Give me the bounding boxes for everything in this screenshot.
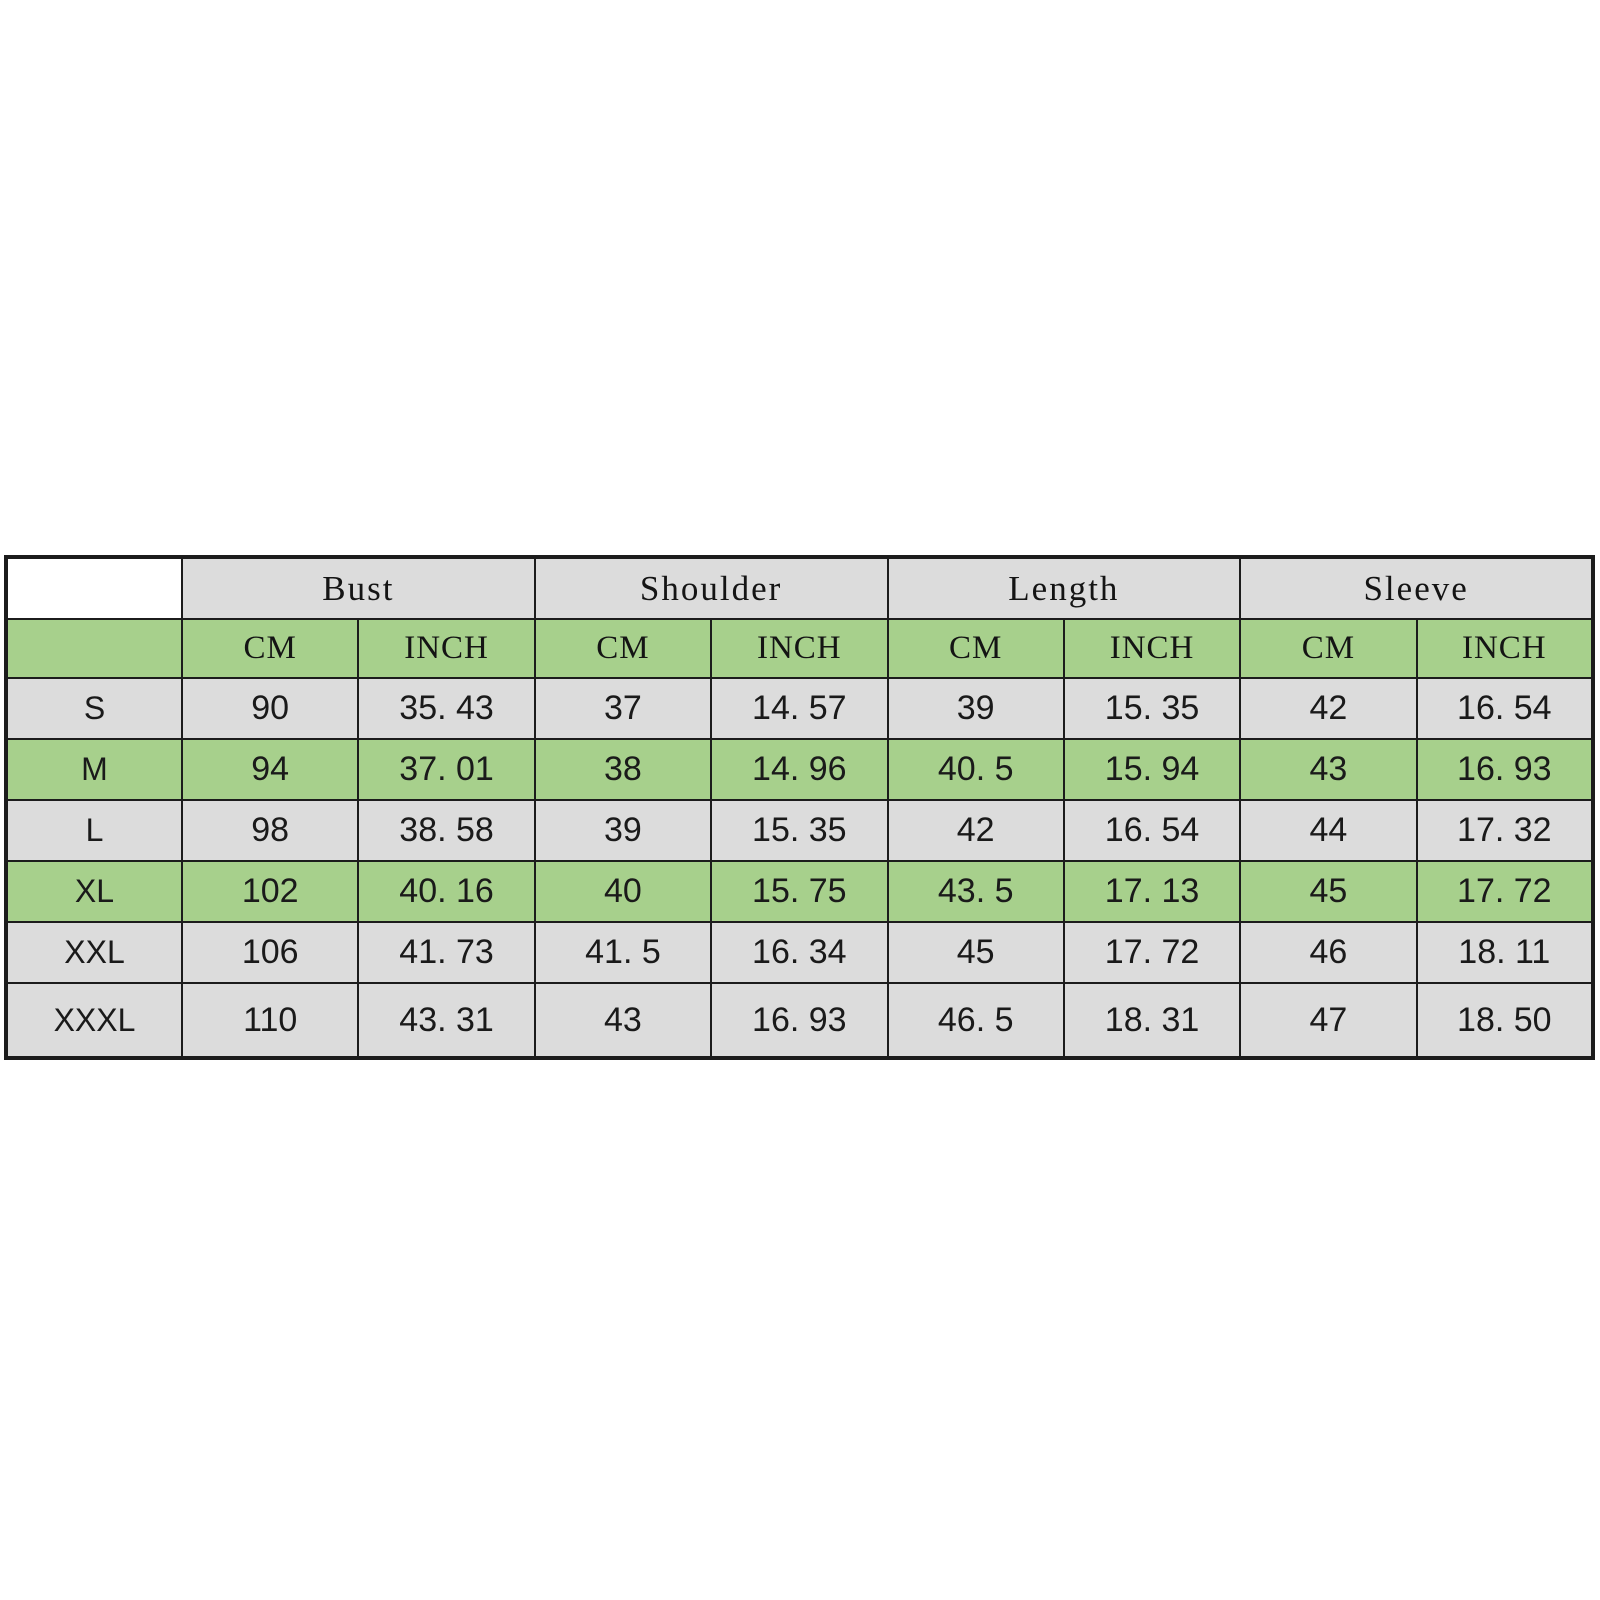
value-cell: 98 [180,799,360,862]
size-label-cell: XXL [5,921,183,984]
size-row-xxl: XXL 106 41. 73 41. 5 16. 34 45 17. 72 46 18. 11 [5,921,1595,984]
unit-header-cell: INCH [357,618,536,679]
value-cell: 42 [1239,677,1418,740]
value-cell: 17. 13 [1062,860,1242,923]
value-cell: 46. 5 [886,982,1065,1059]
value-cell: 38. 58 [357,799,536,862]
group-header-row: Bust Shoulder Length Sleeve [5,556,1594,620]
value-cell: 39 [886,677,1065,740]
value-cell: 18. 50 [1415,982,1595,1059]
size-row-l: L 98 38. 58 39 15. 35 42 16. 54 44 17. 32 [5,799,1595,862]
value-cell: 90 [180,677,360,740]
value-cell: 106 [180,921,360,984]
value-cell: 17. 72 [1062,921,1242,984]
group-header-bust: Bust [181,556,536,620]
value-cell: 46 [1239,921,1418,984]
value-cell: 38 [533,738,713,801]
value-cell: 40 [533,860,713,923]
size-row-xxxl: XXXL 110 43. 31 43 16. 93 46. 5 18. 31 47 18. 50 [5,982,1595,1059]
unit-header-cell: CM [180,618,360,679]
unit-header-cell: INCH [1062,618,1242,679]
value-cell: 18. 11 [1415,921,1595,984]
value-cell: 18. 31 [1062,982,1242,1059]
value-cell: 15. 35 [1062,677,1242,740]
value-cell: 45 [886,921,1065,984]
unit-header-cell: INCH [1415,618,1595,679]
value-cell: 39 [533,799,713,862]
value-cell: 16. 54 [1062,799,1242,862]
size-label-cell: XXXL [5,982,183,1059]
value-cell: 45 [1239,860,1418,923]
value-cell: 17. 72 [1415,860,1595,923]
size-label-cell: S [5,677,183,740]
value-cell: 14. 96 [710,738,889,801]
value-cell: 40. 16 [357,860,536,923]
value-cell: 42 [886,799,1065,862]
value-cell: 35. 43 [357,677,536,740]
value-cell: 16. 54 [1415,677,1595,740]
value-cell: 43 [1239,738,1418,801]
group-header-sleeve: Sleeve [1239,556,1594,620]
value-cell: 47 [1239,982,1418,1059]
size-label-cell: XL [5,860,183,923]
value-cell: 16. 34 [710,921,889,984]
value-cell: 41. 73 [357,921,536,984]
value-cell: 37. 01 [357,738,536,801]
corner-cell [5,556,183,620]
value-cell: 37 [533,677,713,740]
group-header-shoulder: Shoulder [533,556,889,620]
value-cell: 44 [1239,799,1418,862]
value-cell: 14. 57 [710,677,889,740]
value-cell: 40. 5 [886,738,1065,801]
value-cell: 43. 5 [886,860,1065,923]
value-cell: 43 [533,982,713,1059]
size-label-cell: L [5,799,183,862]
value-cell: 16. 93 [710,982,889,1059]
group-header-length: Length [886,556,1242,620]
unit-header-cell: CM [533,618,713,679]
size-row-xl: XL 102 40. 16 40 15. 75 43. 5 17. 13 45 17. 72 [5,860,1595,923]
value-cell: 41. 5 [533,921,713,984]
value-cell: 15. 75 [710,860,889,923]
value-cell: 17. 32 [1415,799,1595,862]
value-cell: 15. 35 [710,799,889,862]
value-cell: 16. 93 [1415,738,1595,801]
value-cell: 102 [180,860,360,923]
unit-row-corner-cell [5,618,183,679]
unit-header-cell: CM [1239,618,1418,679]
unit-header-cell: CM [886,618,1065,679]
size-row-s: S 90 35. 43 37 14. 57 39 15. 35 42 16. 54 [5,677,1595,740]
unit-header-row: CM INCH CM INCH CM INCH CM INCH [5,618,1595,679]
value-cell: 94 [180,738,360,801]
size-chart-table: Bust Shoulder Length Sleeve CM INCH CM INCH CM IN… [4,555,1595,1060]
unit-header-cell: INCH [710,618,889,679]
value-cell: 110 [180,982,360,1059]
value-cell: 43. 31 [357,982,536,1059]
size-label-cell: M [5,738,183,801]
value-cell: 15. 94 [1062,738,1242,801]
size-row-m: M 94 37. 01 38 14. 96 40. 5 15. 94 43 16. 93 [5,738,1595,801]
